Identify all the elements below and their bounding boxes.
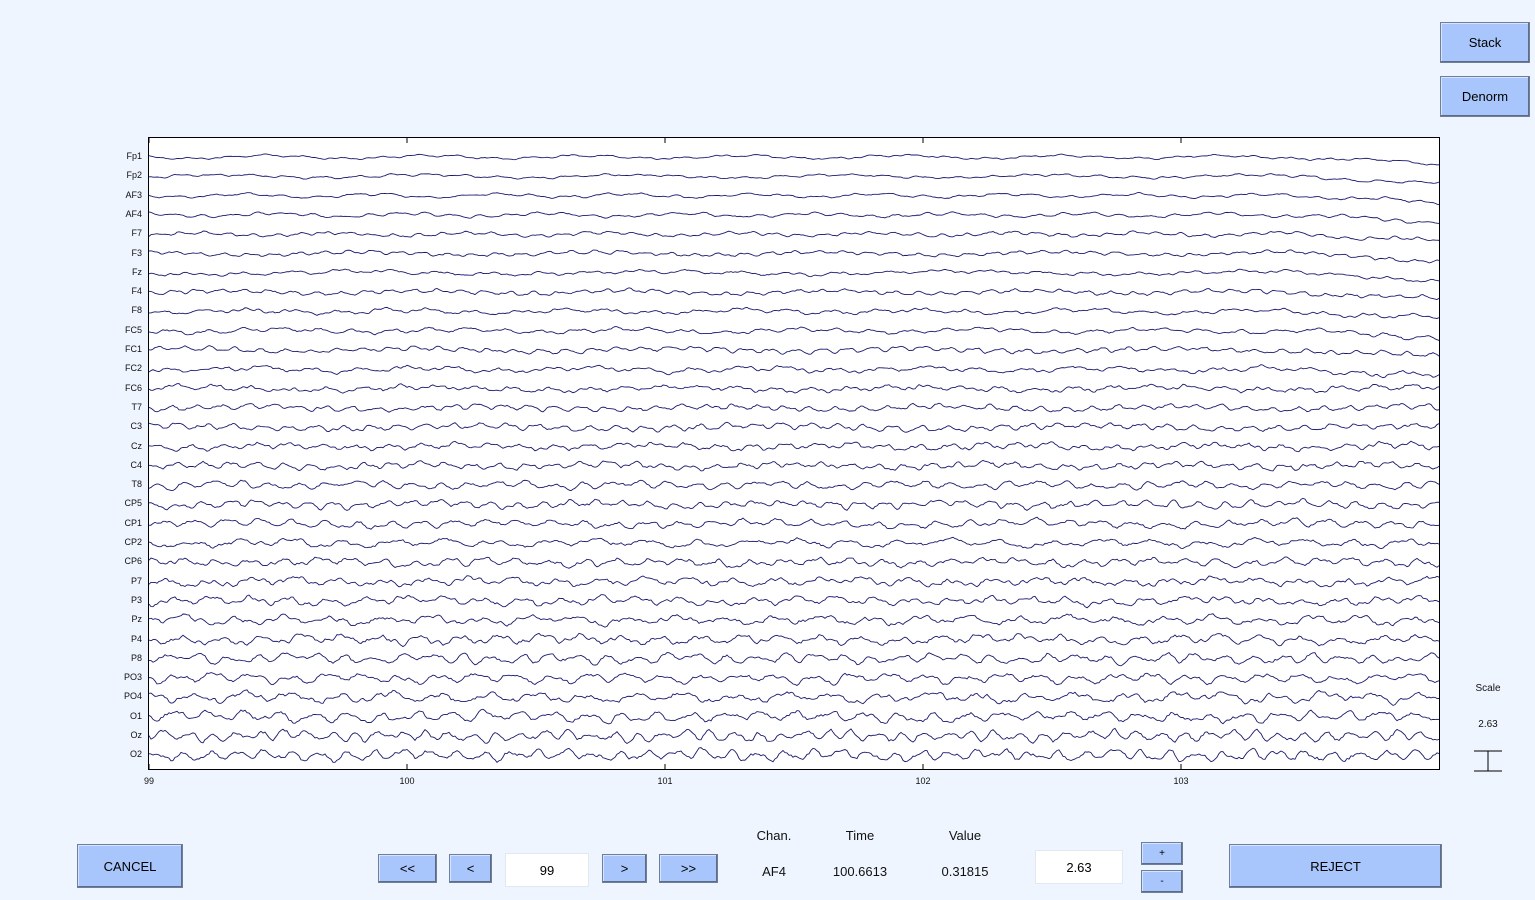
- channel-label-f4: F4: [131, 286, 142, 297]
- channel-label-cp5: CP5: [124, 498, 142, 509]
- channel-label-c4: C4: [130, 459, 142, 470]
- trace-c4: [149, 459, 1439, 472]
- channel-label-t8: T8: [131, 479, 142, 490]
- trace-cp1: [149, 516, 1439, 530]
- scale-value: 2.63: [1478, 719, 1498, 730]
- prev-page-button[interactable]: <: [449, 854, 492, 883]
- cancel-button[interactable]: CANCEL: [77, 844, 183, 888]
- channel-label-fc2: FC2: [124, 363, 142, 374]
- trace-p8: [149, 652, 1439, 667]
- time-value: 100.6613: [832, 864, 888, 879]
- channel-label-oz: Oz: [130, 730, 142, 740]
- channel-label-p7: P7: [130, 575, 142, 586]
- position-input[interactable]: 99: [505, 853, 589, 887]
- stack-button[interactable]: Stack: [1440, 22, 1530, 63]
- trace-fc2: [149, 364, 1439, 379]
- trace-fc5: [149, 326, 1439, 341]
- channel-label-po4: PO4: [123, 691, 142, 702]
- x-tick-label: 101: [657, 776, 673, 786]
- trace-p7: [149, 575, 1439, 588]
- reject-button[interactable]: REJECT: [1229, 844, 1442, 888]
- channel-label-fz: Fz: [132, 266, 142, 277]
- eeg-plot[interactable]: [148, 137, 1440, 770]
- channel-label-fc5: FC5: [124, 324, 142, 335]
- scale-bar-icon: [1474, 750, 1502, 772]
- trace-t7: [149, 402, 1439, 413]
- chan-value: AF4: [762, 864, 786, 879]
- trace-f3: [149, 249, 1439, 264]
- channel-label-fp1: Fp1: [126, 151, 142, 161]
- channel-label-fp2: Fp2: [126, 170, 142, 181]
- trace-oz: [149, 727, 1439, 745]
- channel-label-af4: AF4: [125, 208, 142, 219]
- scale-label: Scale: [1475, 683, 1501, 694]
- channel-label-cp1: CP1: [124, 517, 142, 528]
- time-header: Time: [845, 828, 875, 843]
- channel-label-af3: AF3: [125, 189, 142, 200]
- trace-f8: [149, 306, 1439, 319]
- x-tick-label: 99: [143, 776, 155, 786]
- channel-label-c3: C3: [130, 421, 142, 432]
- channel-label-po3: PO3: [123, 672, 142, 683]
- channel-label-p4: P4: [130, 633, 142, 644]
- scale-input[interactable]: 2.63: [1035, 850, 1123, 884]
- trace-po3: [149, 672, 1439, 686]
- scale-decrease-button[interactable]: -: [1141, 870, 1183, 893]
- trace-af4: [149, 211, 1439, 224]
- trace-fp2: [149, 173, 1439, 184]
- trace-af3: [149, 191, 1439, 206]
- next-page-button[interactable]: >: [602, 854, 647, 883]
- channel-label-o2: O2: [129, 749, 142, 760]
- channel-label-f8: F8: [131, 305, 142, 316]
- trace-c3: [149, 421, 1439, 433]
- channel-label-fc1: FC1: [124, 344, 142, 354]
- channel-label-p3: P3: [130, 594, 142, 605]
- channel-label-cp2: CP2: [124, 537, 142, 547]
- channel-label-fc6: FC6: [124, 382, 142, 393]
- trace-fp1: [149, 153, 1439, 166]
- value-header: Value: [948, 828, 982, 843]
- channel-label-f3: F3: [131, 247, 142, 258]
- last-page-button[interactable]: >>: [659, 854, 718, 883]
- trace-cp5: [149, 497, 1439, 511]
- channel-label-o1: O1: [129, 710, 142, 721]
- trace-fc6: [149, 383, 1439, 394]
- trace-pz: [149, 613, 1439, 628]
- trace-f4: [149, 287, 1439, 301]
- scale-increase-button[interactable]: +: [1141, 842, 1183, 865]
- trace-p3: [149, 594, 1439, 609]
- trace-cp6: [149, 556, 1439, 569]
- chan-header: Chan.: [756, 828, 792, 843]
- trace-t8: [149, 479, 1439, 492]
- first-page-button[interactable]: <<: [378, 854, 437, 883]
- trace-cp2: [149, 536, 1439, 550]
- trace-f7: [149, 230, 1439, 241]
- trace-o1: [149, 708, 1439, 725]
- channel-label-cp6: CP6: [124, 556, 142, 567]
- channel-label-f7: F7: [131, 228, 142, 239]
- trace-po4: [149, 689, 1439, 706]
- channel-label-t7: T7: [131, 401, 142, 412]
- x-tick-label: 100: [399, 776, 415, 786]
- value-readout: 0.31815: [941, 864, 989, 879]
- denorm-button[interactable]: Denorm: [1440, 76, 1530, 117]
- channel-label-p8: P8: [130, 652, 142, 663]
- trace-p4: [149, 632, 1439, 648]
- trace-fc1: [149, 345, 1439, 357]
- eeg-traces[interactable]: [149, 138, 1439, 769]
- trace-fz: [149, 268, 1439, 283]
- x-tick-label: 103: [1173, 776, 1189, 786]
- trace-o2: [149, 747, 1439, 764]
- x-tick-label: 102: [915, 776, 931, 786]
- trace-cz: [149, 440, 1439, 453]
- channel-label-pz: Pz: [131, 614, 142, 625]
- channel-label-cz: Cz: [131, 440, 142, 451]
